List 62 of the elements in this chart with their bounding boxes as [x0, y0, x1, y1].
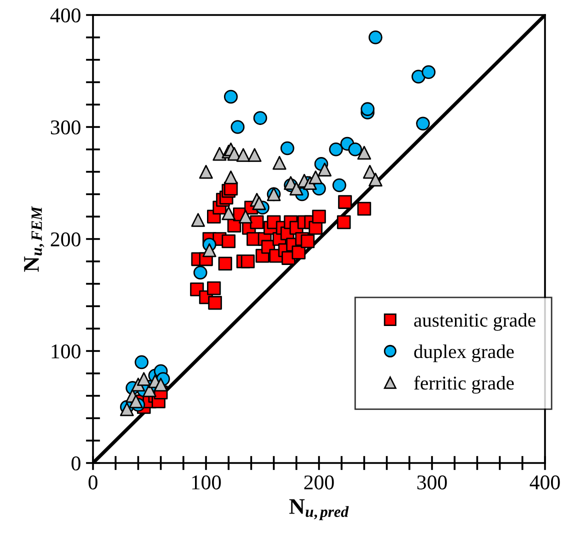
point — [292, 246, 306, 260]
legend-label: ferritic grade — [414, 376, 514, 394]
point — [289, 182, 304, 196]
point — [312, 210, 326, 224]
point — [222, 234, 236, 248]
point — [272, 156, 286, 170]
point — [218, 256, 232, 271]
y-tick-label: 100 — [52, 344, 80, 358]
point — [142, 383, 156, 398]
point — [357, 146, 372, 160]
point — [224, 170, 238, 184]
point — [222, 206, 236, 220]
y-tick-label: 400 — [50, 8, 80, 22]
point — [238, 210, 252, 224]
point — [193, 266, 208, 280]
point — [416, 116, 430, 131]
point — [191, 213, 205, 227]
point — [422, 65, 436, 80]
x-tick-label: 0 — [88, 475, 98, 490]
point — [253, 111, 268, 125]
legend-label: duplex grade — [414, 344, 514, 362]
point — [336, 215, 351, 230]
point — [308, 170, 323, 184]
y-tick-label: 0 — [72, 456, 80, 470]
point — [252, 196, 266, 210]
point — [318, 162, 332, 176]
point — [368, 172, 382, 187]
point — [202, 243, 216, 258]
y-axis-title: N$_{u,FEM}$ — [24, 206, 44, 272]
point — [208, 296, 222, 310]
x-tick-label: 300 — [417, 475, 447, 490]
point — [329, 142, 343, 156]
point — [300, 234, 315, 248]
x-tick-label: 200 — [304, 475, 334, 490]
point — [136, 372, 151, 386]
point — [368, 30, 382, 44]
x-tick-label: 400 — [530, 475, 560, 490]
point — [154, 378, 168, 392]
legend-label: austenitic grade — [414, 313, 536, 331]
point — [357, 202, 372, 216]
point — [129, 394, 143, 408]
x-axis-title: N$_{u,pred}$ — [289, 499, 349, 520]
point — [134, 355, 148, 370]
point — [240, 254, 255, 268]
point — [212, 146, 226, 161]
point — [250, 215, 264, 230]
y-tick-label: 200 — [50, 232, 80, 246]
point — [230, 120, 245, 134]
y-tick-label: 300 — [50, 120, 80, 134]
point — [199, 164, 213, 179]
point — [207, 281, 221, 296]
point — [332, 178, 346, 192]
x-tick-label: 100 — [192, 475, 221, 490]
point — [280, 141, 294, 156]
point — [360, 102, 374, 116]
point — [224, 90, 238, 104]
point — [412, 70, 426, 84]
point — [236, 148, 250, 162]
point — [248, 148, 262, 162]
point — [348, 142, 362, 156]
point — [120, 402, 134, 416]
point — [338, 195, 352, 209]
